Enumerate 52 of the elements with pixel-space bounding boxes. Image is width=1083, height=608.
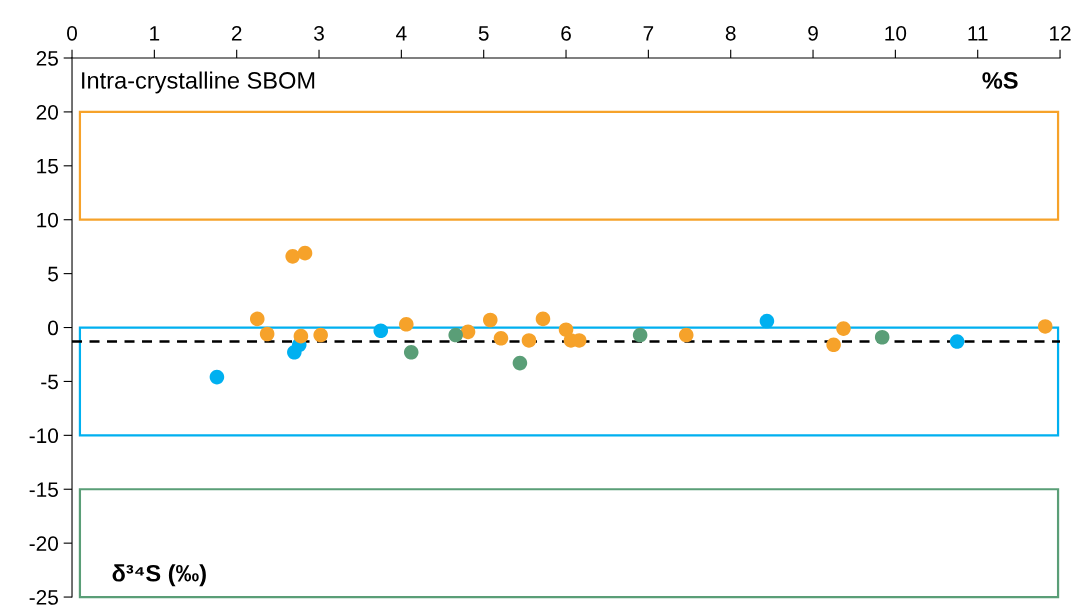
point — [1037, 319, 1053, 334]
point — [483, 312, 498, 328]
x-tick-label: 8 — [725, 25, 736, 41]
y-tick-label: -20 — [29, 536, 59, 551]
point — [209, 369, 225, 385]
point — [285, 249, 300, 264]
y-tick-label: -10 — [29, 428, 59, 444]
point — [293, 328, 309, 344]
y-tick-label: 5 — [48, 266, 58, 282]
point — [949, 334, 965, 349]
point — [826, 337, 841, 353]
annotation: δ³⁴S (‰) — [112, 564, 206, 587]
x-tick-label: 2 — [231, 25, 242, 41]
y-tick-label: 25 — [36, 51, 58, 66]
x-tick-label: 10 — [885, 25, 907, 41]
point — [512, 355, 528, 371]
x-tick-label: 6 — [561, 25, 571, 41]
y-tick-label: 0 — [48, 320, 59, 336]
point — [249, 311, 265, 327]
point — [678, 327, 694, 343]
point — [535, 311, 551, 327]
point — [448, 327, 463, 343]
x-tick-label: 4 — [396, 26, 407, 41]
point — [313, 327, 328, 343]
point — [297, 245, 313, 261]
y-tick-label: -15 — [29, 482, 58, 497]
point — [403, 345, 419, 360]
point — [399, 317, 414, 332]
x-tick-label: 12 — [1050, 25, 1071, 41]
point — [759, 313, 775, 329]
point — [373, 323, 389, 339]
point — [493, 331, 509, 346]
x-tick-label: 7 — [643, 26, 654, 41]
point — [836, 321, 851, 336]
x-tick-label: 5 — [478, 26, 489, 41]
point — [632, 327, 648, 343]
y-tick-label: 10 — [37, 212, 59, 228]
y-tick-label: 20 — [36, 104, 59, 120]
annotation: Intra-crystalline SBOM — [82, 71, 315, 94]
point — [521, 333, 537, 348]
y-tick-label: -25 — [29, 590, 58, 605]
point — [259, 326, 275, 342]
annotation: %S — [982, 72, 1018, 89]
y-tick-label: 15 — [37, 159, 58, 174]
y-tick-label: -5 — [41, 374, 58, 390]
x-tick-label: 0 — [67, 25, 77, 41]
point — [460, 324, 476, 340]
x-tick-label: 3 — [314, 25, 324, 41]
x-tick-label: 1 — [150, 26, 160, 41]
x-tick-label: 9 — [808, 25, 818, 41]
x-tick-label: 11 — [968, 26, 988, 41]
point — [874, 329, 890, 345]
